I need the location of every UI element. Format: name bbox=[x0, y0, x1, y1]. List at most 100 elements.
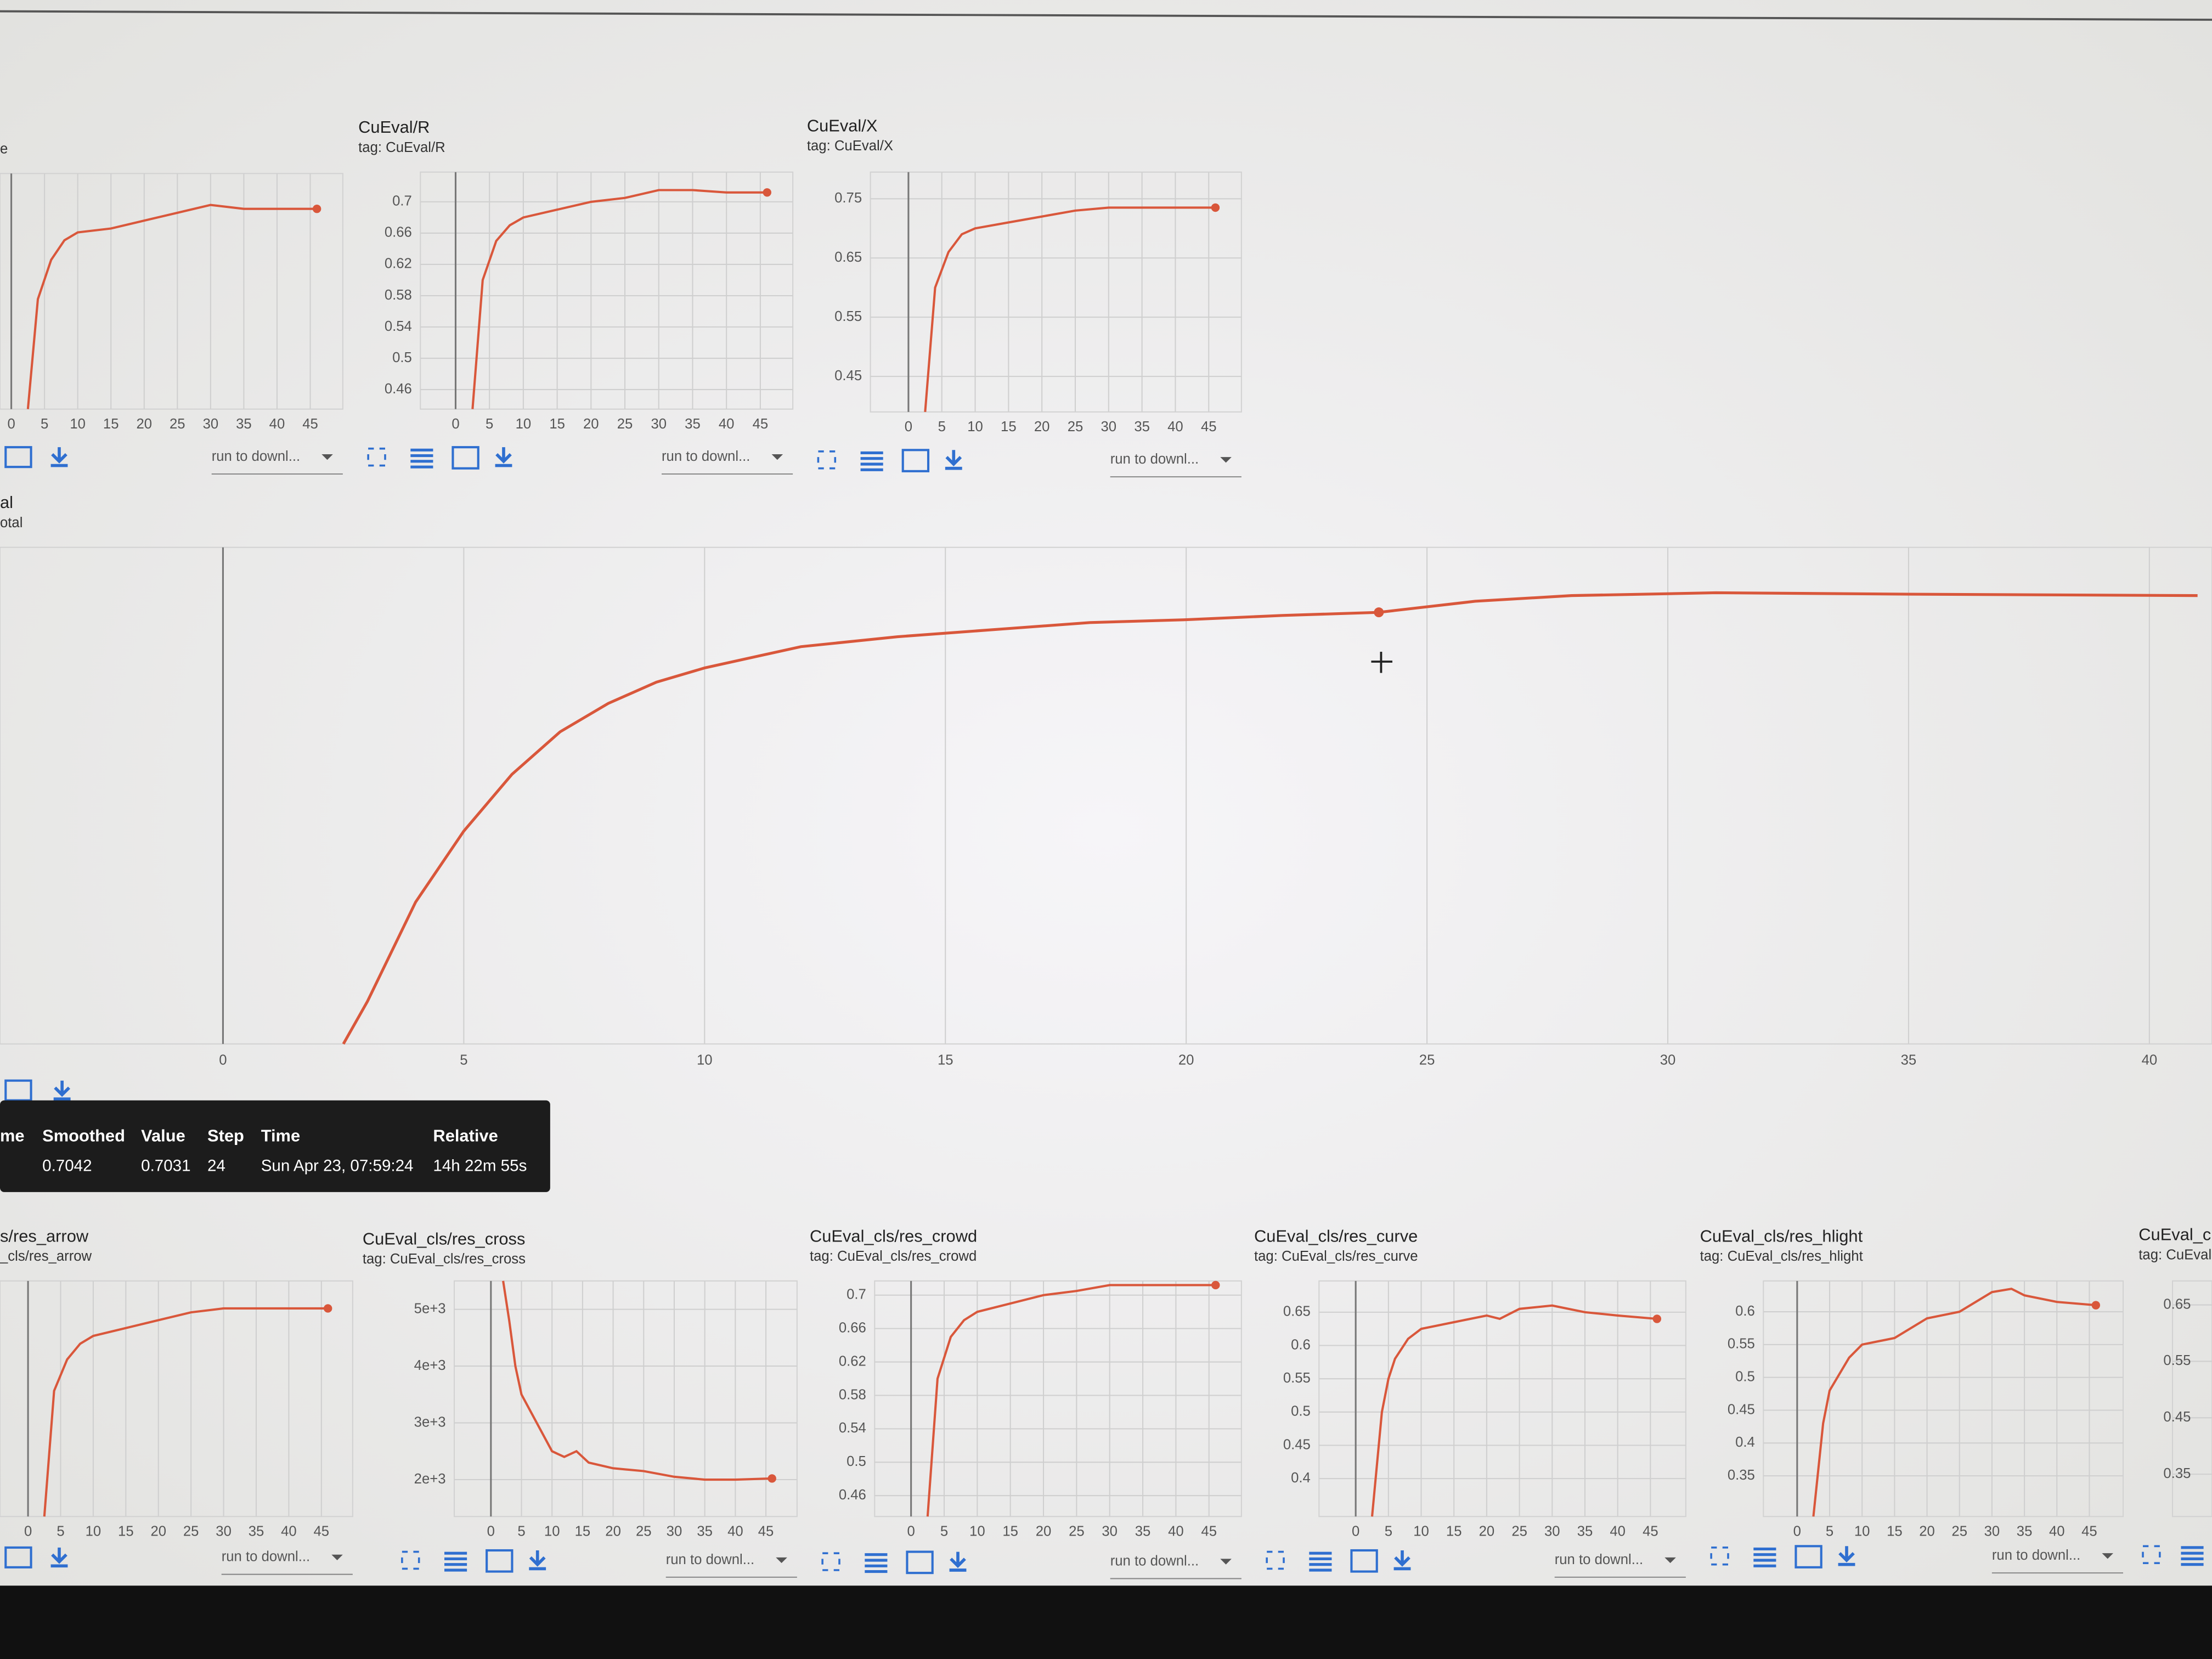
x-tick-label: 30 bbox=[203, 416, 219, 432]
x-tick-label: 25 bbox=[1511, 1523, 1527, 1539]
chart-title: CuEval_cls/res_cross bbox=[363, 1229, 526, 1248]
run-selector[interactable]: run to downl... bbox=[1555, 1552, 1643, 1567]
x-tick-label: 5 bbox=[41, 416, 48, 432]
icon-fit[interactable] bbox=[452, 446, 479, 470]
dropdown-arrow bbox=[1220, 1559, 1232, 1565]
icon-download[interactable] bbox=[949, 1551, 967, 1572]
y-tick-label: 0.5 bbox=[392, 350, 412, 365]
x-tick-label: 40 bbox=[727, 1523, 743, 1539]
series-line bbox=[1812, 1288, 2096, 1517]
x-tick-label: 20 bbox=[1034, 419, 1050, 435]
dropdown-arrow bbox=[331, 1554, 343, 1560]
dropdown-arrow bbox=[771, 454, 783, 460]
y-tick-label: 0.46 bbox=[385, 381, 412, 397]
x-tick-label: 35 bbox=[236, 416, 252, 432]
chart-tag: tag: CuEval_cls/res_cross bbox=[363, 1251, 526, 1267]
icon-download[interactable] bbox=[50, 1547, 68, 1568]
x-tick-label: 5 bbox=[486, 416, 493, 432]
icon-download[interactable] bbox=[495, 447, 512, 467]
icon-lines[interactable] bbox=[444, 1551, 467, 1572]
y-tick-label: 0.45 bbox=[1728, 1402, 1755, 1417]
point-marker bbox=[763, 188, 771, 197]
icon-fit[interactable] bbox=[4, 446, 32, 469]
y-tick-label: 0.4 bbox=[1735, 1435, 1755, 1450]
run-selector[interactable]: run to downl... bbox=[1992, 1548, 2080, 1563]
tooltip-value: 0.7031 bbox=[141, 1156, 190, 1175]
icon-lines[interactable] bbox=[865, 1553, 888, 1573]
x-tick-label: 5 bbox=[940, 1523, 948, 1539]
x-tick-label: 40 bbox=[2142, 1053, 2158, 1068]
icon-lines[interactable] bbox=[2181, 1546, 2204, 1566]
y-tick-label: 0.58 bbox=[839, 1387, 866, 1402]
x-tick-label: 45 bbox=[753, 416, 769, 432]
icon-lines[interactable] bbox=[1309, 1551, 1332, 1572]
dropdown-arrow bbox=[1220, 457, 1232, 463]
y-tick-label: 0.65 bbox=[834, 250, 862, 265]
x-tick-label: 15 bbox=[1002, 1523, 1018, 1539]
icon-download[interactable] bbox=[1393, 1550, 1411, 1571]
cursor bbox=[1371, 652, 1392, 673]
run-selector[interactable]: run to downl... bbox=[662, 449, 750, 464]
icon-fit[interactable] bbox=[1795, 1545, 1822, 1568]
chart-title: al bbox=[0, 493, 13, 512]
x-tick-label: 10 bbox=[1854, 1523, 1870, 1539]
icon-fit[interactable] bbox=[4, 1546, 32, 1568]
x-tick-label: 35 bbox=[685, 416, 701, 432]
icon-fit[interactable] bbox=[1350, 1549, 1378, 1573]
run-selector[interactable]: run to downl... bbox=[666, 1552, 754, 1567]
x-tick-label: 35 bbox=[2017, 1523, 2033, 1539]
y-tick-label: 0.5 bbox=[1291, 1404, 1311, 1419]
run-selector[interactable]: run to downl... bbox=[1110, 452, 1199, 467]
chart-title: CuEval/X bbox=[807, 116, 878, 136]
icon-fullscreen bbox=[401, 1550, 420, 1570]
x-tick-label: 20 bbox=[605, 1523, 621, 1539]
tooltip-header: Time bbox=[261, 1126, 300, 1146]
x-tick-label: 5 bbox=[57, 1523, 64, 1539]
icon-lines[interactable] bbox=[1753, 1547, 1776, 1567]
x-tick-label: 10 bbox=[969, 1523, 985, 1539]
run-selector[interactable]: run to downl... bbox=[222, 1549, 310, 1565]
x-tick-label: 30 bbox=[216, 1523, 232, 1539]
icon-lines[interactable] bbox=[860, 451, 883, 471]
icon-download[interactable] bbox=[945, 450, 962, 470]
x-tick-label: 30 bbox=[1660, 1053, 1676, 1068]
icon-download[interactable] bbox=[53, 1080, 71, 1101]
x-tick-label: 40 bbox=[2049, 1523, 2065, 1539]
x-tick-label: 0 bbox=[452, 416, 459, 432]
run-selector[interactable]: run to downl... bbox=[212, 449, 300, 464]
plot-area bbox=[874, 1280, 1242, 1517]
x-tick-label: 25 bbox=[617, 416, 633, 432]
tooltip-step: 24 bbox=[207, 1156, 225, 1175]
x-tick-label: 10 bbox=[544, 1523, 560, 1539]
plot-area bbox=[870, 171, 1242, 413]
x-tick-label: 25 bbox=[1068, 419, 1084, 435]
x-tick-label: 0 bbox=[487, 1523, 495, 1539]
y-tick-label: 0.35 bbox=[1728, 1468, 1755, 1483]
x-tick-label: 10 bbox=[967, 419, 983, 435]
icon-fit[interactable] bbox=[486, 1549, 514, 1573]
y-tick-label: 0.6 bbox=[1735, 1304, 1755, 1319]
series-line bbox=[471, 189, 768, 409]
chart-title: CuEval_cls/res_crowd bbox=[810, 1226, 977, 1245]
y-tick-label: 0.66 bbox=[385, 225, 412, 240]
tooltip-time: Sun Apr 23, 07:59:24 bbox=[261, 1156, 414, 1175]
run-selector[interactable]: run to downl... bbox=[1110, 1553, 1199, 1568]
plot-area bbox=[1318, 1280, 1686, 1517]
x-tick-label: 0 bbox=[1793, 1523, 1801, 1539]
x-tick-label: 45 bbox=[1643, 1523, 1658, 1539]
x-tick-label: 40 bbox=[1167, 419, 1183, 435]
icon-download[interactable] bbox=[529, 1550, 546, 1571]
x-tick-label: 45 bbox=[302, 416, 318, 432]
x-tick-label: 40 bbox=[269, 416, 285, 432]
x-tick-label: 20 bbox=[1178, 1053, 1194, 1068]
icon-lines[interactable] bbox=[410, 448, 433, 469]
y-tick-label: 0.54 bbox=[385, 319, 412, 334]
icon-download[interactable] bbox=[50, 447, 68, 467]
icon-fit[interactable] bbox=[901, 449, 930, 472]
icon-fit[interactable] bbox=[906, 1550, 934, 1575]
icon-fullscreen bbox=[1266, 1550, 1285, 1570]
x-tick-label: 35 bbox=[1135, 1523, 1151, 1539]
icon-download[interactable] bbox=[1838, 1546, 1855, 1566]
y-tick-label: 0.7 bbox=[847, 1287, 866, 1302]
